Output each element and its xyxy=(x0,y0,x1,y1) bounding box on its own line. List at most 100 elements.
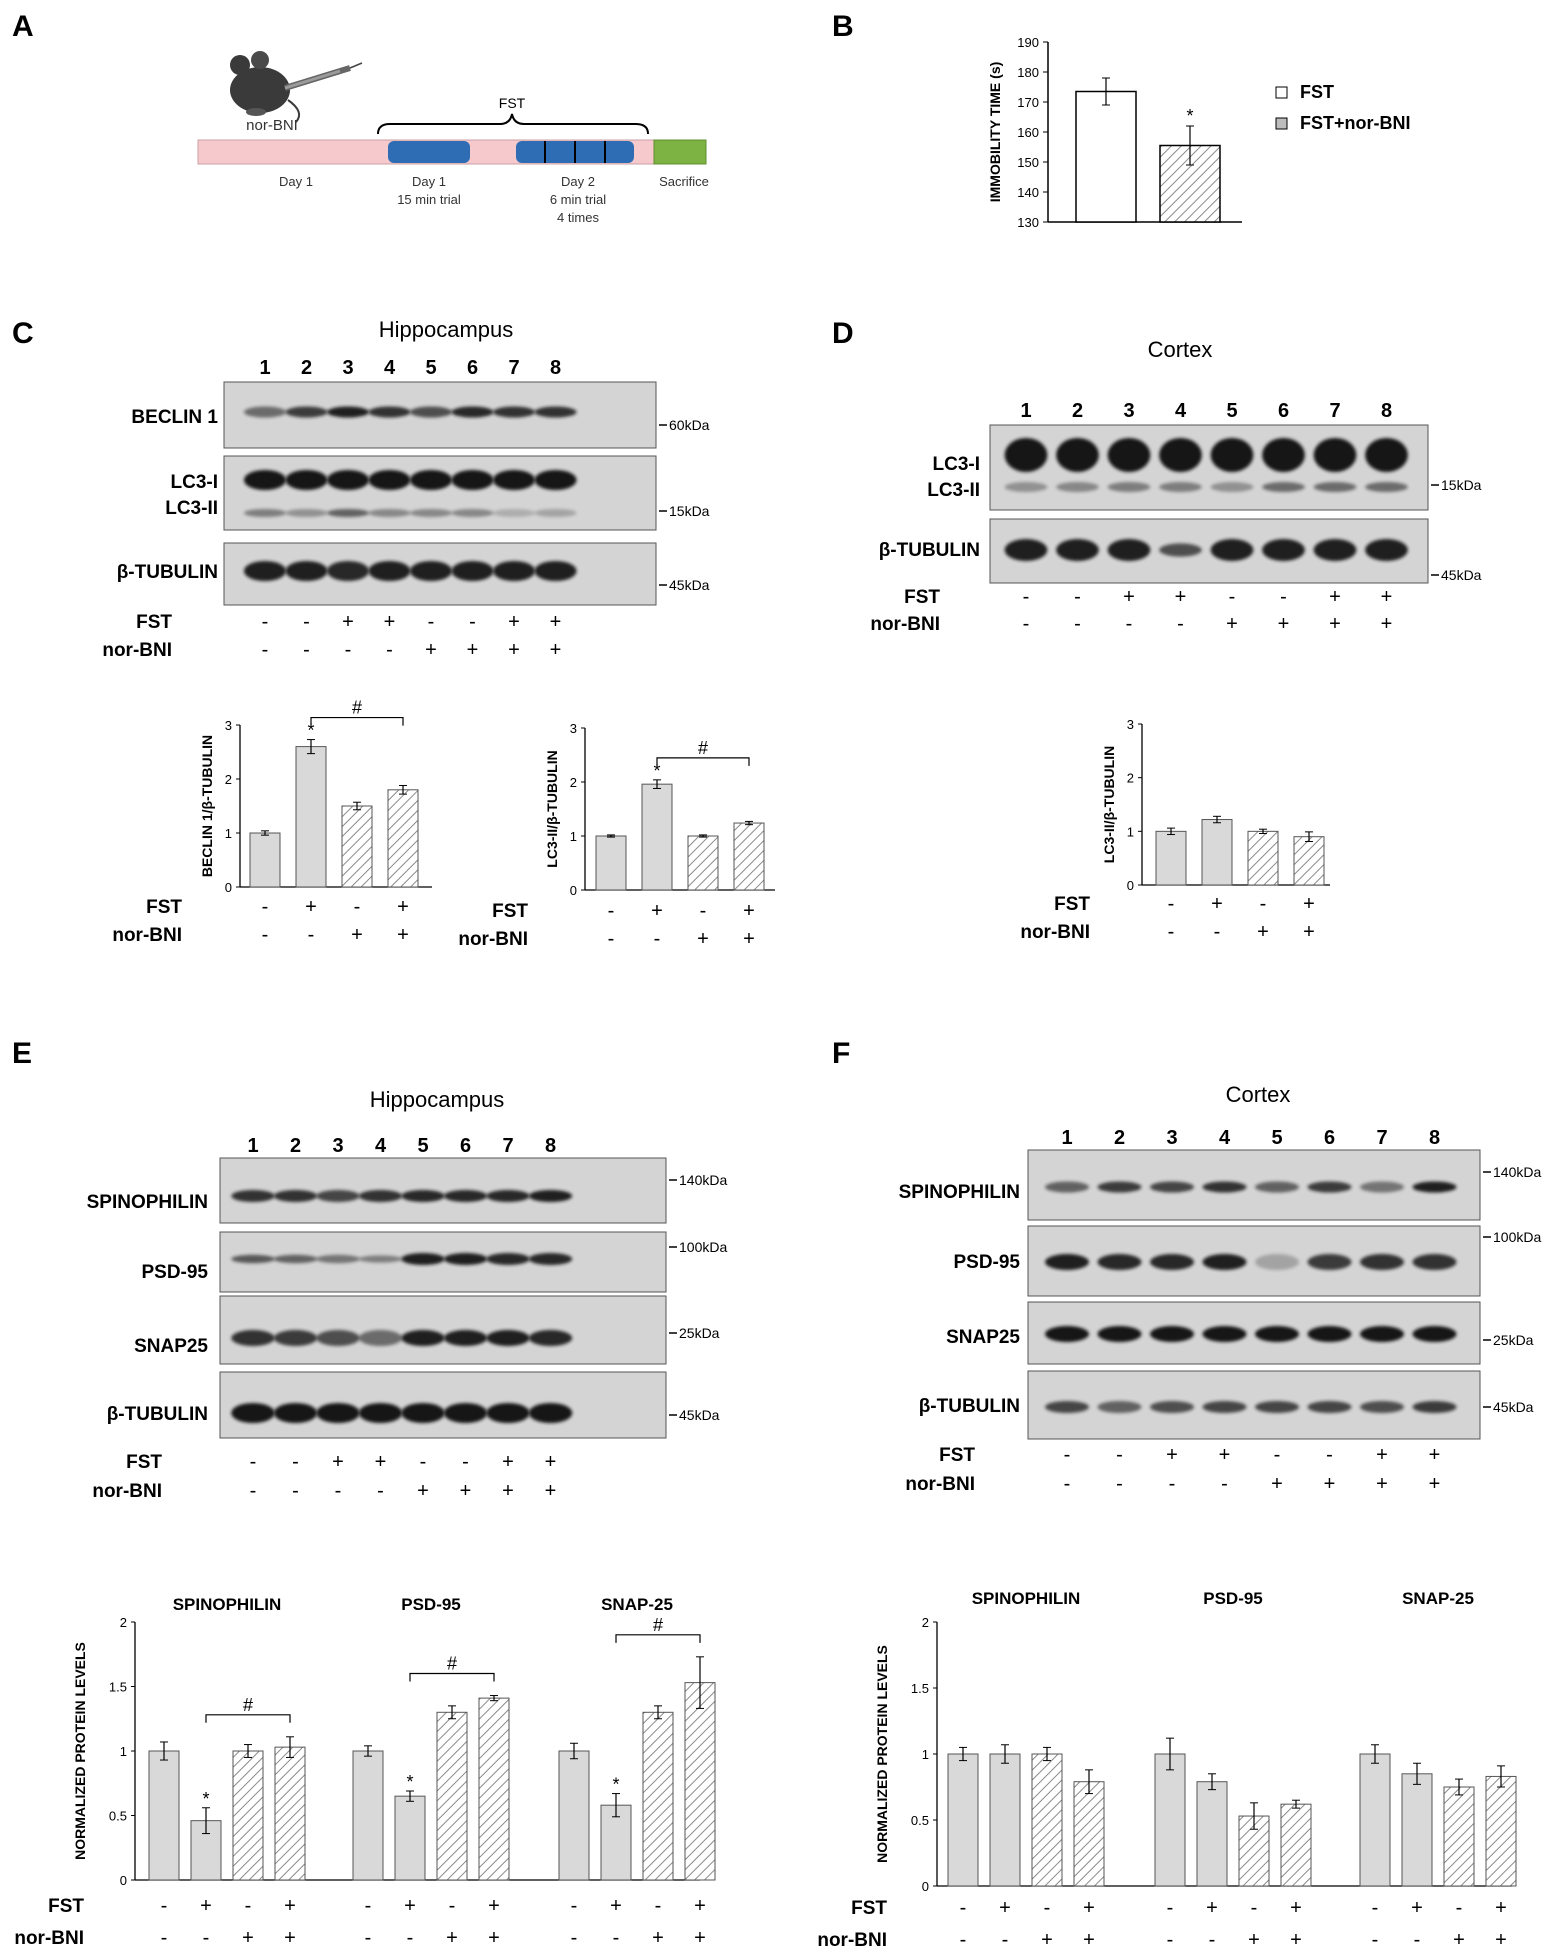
protein-label: LC3-I xyxy=(933,454,981,475)
condition-sign: + xyxy=(1123,586,1135,608)
y-tick-label: 0.5 xyxy=(109,1809,127,1824)
protein-band xyxy=(1307,1181,1352,1193)
condition-sign: - xyxy=(1074,586,1081,608)
legend-label: FST xyxy=(1300,82,1334,102)
condition-sign: + xyxy=(1411,1897,1423,1919)
condition-sign: - xyxy=(292,1451,299,1473)
protein-band xyxy=(1004,438,1048,472)
protein-band xyxy=(1254,1326,1300,1342)
protein-band xyxy=(1149,1254,1195,1270)
condition-sign: - xyxy=(161,1895,168,1917)
condition-sign: + xyxy=(1041,1929,1053,1951)
protein-band xyxy=(326,561,370,581)
blot-membrane xyxy=(219,1295,667,1365)
lane-number: 6 xyxy=(1324,1127,1335,1149)
syringe-icon xyxy=(284,62,363,91)
significance-star: * xyxy=(612,1775,619,1795)
lane-number: 8 xyxy=(1381,400,1392,422)
timeline-label: Day 1 xyxy=(412,174,446,189)
protein-band xyxy=(451,406,494,418)
protein-band xyxy=(243,509,287,517)
blot-membrane xyxy=(989,424,1429,511)
protein-band xyxy=(1359,1401,1405,1413)
protein-band xyxy=(1210,438,1254,472)
condition-sign: - xyxy=(1280,586,1287,608)
protein-band xyxy=(534,561,577,581)
bar xyxy=(1359,1753,1391,1887)
condition-sign: - xyxy=(1168,921,1175,943)
condition-sign: + xyxy=(1257,921,1269,943)
protein-band xyxy=(1202,1326,1247,1342)
condition-sign: + xyxy=(694,1927,706,1949)
protein-band xyxy=(1107,482,1151,492)
y-axis-label: IMMOBILITY TIME (s) xyxy=(987,62,1003,203)
protein-band xyxy=(528,1253,573,1265)
condition-sign: + xyxy=(200,1895,212,1917)
condition-sign: - xyxy=(654,928,661,950)
condition-sign: - xyxy=(1251,1897,1258,1919)
protein-band xyxy=(243,561,287,581)
protein-band xyxy=(1359,1181,1405,1193)
condition-sign: - xyxy=(250,1451,257,1473)
protein-band xyxy=(1202,1254,1247,1270)
condition-label-drug: nor-BNI xyxy=(1020,922,1090,943)
significance-star: * xyxy=(653,761,660,781)
group-title: PSD-95 xyxy=(401,1595,461,1614)
condition-label-drug: nor-BNI xyxy=(112,925,182,946)
protein-band xyxy=(451,470,494,490)
protein-band xyxy=(316,1403,360,1423)
chart-f1: 0 0.5 1 1.5 2 NORMALIZED PROTEIN LEVELS SPINOP… xyxy=(817,1589,1517,1951)
condition-sign: + xyxy=(550,639,562,661)
condition-sign: + xyxy=(446,1927,458,1949)
lane-number: 7 xyxy=(1376,1127,1387,1149)
condition-sign: + xyxy=(545,1451,557,1473)
protein-label: β-TUBULIN xyxy=(919,1396,1020,1417)
bar xyxy=(1443,1786,1475,1887)
fst-brace-label: FST xyxy=(499,95,526,111)
protein-band xyxy=(1004,539,1048,561)
protein-label: SPINOPHILIN xyxy=(87,1192,208,1213)
condition-sign: + xyxy=(284,1927,296,1949)
protein-band xyxy=(443,1253,488,1265)
protein-band xyxy=(534,406,577,418)
lane-number: 3 xyxy=(332,1135,343,1157)
condition-sign: + xyxy=(1429,1444,1441,1466)
condition-label-fst: FST xyxy=(48,1896,84,1917)
fst-brace xyxy=(377,113,649,135)
condition-sign: - xyxy=(1169,1473,1176,1495)
y-tick-label: 2 xyxy=(225,772,232,787)
lane-number: 3 xyxy=(1166,1127,1177,1149)
y-tick-label: 3 xyxy=(1127,717,1134,732)
protein-label: SNAP25 xyxy=(134,1336,208,1357)
condition-sign: - xyxy=(292,1480,299,1502)
marker-label: 25kDa xyxy=(679,1325,720,1341)
protein-band xyxy=(326,406,370,418)
y-tick-label: 2 xyxy=(120,1615,127,1630)
condition-label-fst: FST xyxy=(126,1452,162,1473)
blot-title: Cortex xyxy=(1148,337,1213,362)
y-tick-label: 1.5 xyxy=(109,1680,127,1695)
condition-sign: - xyxy=(1372,1929,1379,1951)
blot-membrane xyxy=(989,518,1429,584)
significance-bracket xyxy=(656,757,750,766)
condition-sign: + xyxy=(545,1480,557,1502)
protocol-timeline: nor-BNI FST xyxy=(197,51,707,165)
marker-label: 15kDa xyxy=(1441,477,1482,493)
protein-band xyxy=(1412,1181,1457,1193)
condition-sign: - xyxy=(1116,1444,1123,1466)
condition-sign: + xyxy=(467,639,479,661)
protein-band xyxy=(316,1254,360,1264)
condition-sign: + xyxy=(1495,1929,1507,1951)
protein-band xyxy=(231,1403,275,1423)
trial-block-day1 xyxy=(388,141,470,163)
lane-number: 5 xyxy=(1226,400,1237,422)
condition-sign: + xyxy=(305,896,317,918)
protein-band xyxy=(358,1403,403,1423)
protein-band xyxy=(1149,1401,1195,1413)
condition-sign: + xyxy=(1381,613,1393,635)
chart-c2: 0 1 2 3 LC3-II/β-TUBULIN * # - - + - - + + + FST nor-BNI xyxy=(458,721,775,950)
y-tick-label: 130 xyxy=(1017,215,1039,230)
bar xyxy=(1401,1773,1433,1887)
condition-sign: + xyxy=(508,639,520,661)
